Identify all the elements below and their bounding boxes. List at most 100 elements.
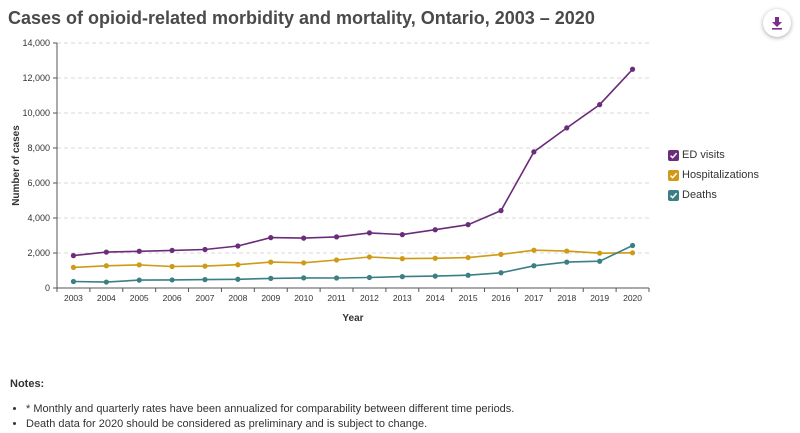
data-point [103,279,109,285]
note-item: * Monthly and quarterly rates have been … [26,402,514,417]
data-point [366,274,373,281]
series-ed-visits [70,66,636,259]
data-point [597,102,603,108]
data-point [268,259,274,265]
data-point [399,232,405,238]
x-tick-label: 2016 [492,293,511,303]
data-point [70,278,77,285]
data-point [531,263,537,269]
y-tick-label: 8,000 [27,143,50,153]
x-tick-label: 2011 [327,293,346,303]
download-button[interactable] [763,9,791,37]
y-tick-label: 2,000 [27,248,50,258]
data-point [103,263,109,269]
data-point [169,247,175,253]
data-point [399,274,405,280]
data-point [432,255,438,261]
x-tick-label: 2014 [426,293,445,303]
data-point [301,260,307,266]
data-point [465,254,471,261]
data-point [597,258,603,264]
y-tick-label: 0 [45,283,50,293]
x-tick-label: 2010 [294,293,313,303]
data-point [301,235,307,241]
x-tick-label: 2013 [393,293,412,303]
data-point [333,275,340,281]
data-point [498,251,504,257]
data-point [333,234,340,240]
data-point [432,273,438,279]
checkbox-icon[interactable] [668,189,679,201]
series-hospitalizations [70,247,636,270]
x-tick-label: 2009 [261,293,280,303]
notes-section: Notes: * Monthly and quarterly rates hav… [10,378,514,432]
x-tick-label: 2004 [97,293,116,303]
data-point [235,243,241,249]
data-point [465,222,471,228]
series-line [73,244,633,283]
data-point [432,227,438,233]
series-line [73,68,634,257]
x-tick-label: 2005 [130,293,149,303]
x-tick-label: 2019 [590,293,609,303]
series-lines [70,66,636,285]
data-point [202,277,208,283]
y-tick-label: 6,000 [27,178,50,188]
download-icon [772,17,782,30]
data-point [136,248,142,254]
axes: 0 2,000 4,000 6,000 8,000 10,000 12,000 14,000 2… [11,38,650,324]
data-point [70,264,77,270]
y-axis-label: Number of cases [11,125,22,206]
data-point [333,257,340,263]
data-point [268,275,274,281]
x-axis-label: Year [342,313,363,324]
data-point [301,275,307,281]
data-point [531,149,537,155]
x-tick-label: 2020 [623,293,642,303]
data-point [235,276,241,282]
x-tick-label: 2012 [360,293,379,303]
data-point [366,230,373,236]
data-point [629,66,636,72]
x-tick-label: 2017 [524,293,543,303]
y-tick-label: 4,000 [27,213,50,223]
data-point [564,259,570,265]
data-point [268,235,274,241]
data-point [498,208,504,214]
x-tick-label: 2018 [557,293,576,303]
data-point [103,249,109,255]
data-point [169,277,175,283]
legend-item[interactable]: ED visits [668,148,759,162]
checkbox-icon[interactable] [668,149,679,161]
data-point [399,256,405,262]
legend: ED visits Hospitalizations Deaths [668,148,759,202]
legend-item[interactable]: Deaths [668,188,759,202]
data-point [597,250,603,256]
gridlines [57,42,649,254]
data-point [202,263,208,269]
y-tick-label: 10,000 [22,108,50,118]
x-tick-label: 2007 [196,293,215,303]
data-point [564,125,570,131]
data-point [235,262,241,268]
legend-label: ED visits [682,149,725,161]
line-chart: 0 2,000 4,000 6,000 8,000 10,000 12,000 14,000 2… [11,38,650,324]
y-tick-label: 12,000 [22,73,50,83]
notes-heading: Notes: [10,378,45,390]
notes-list: * Monthly and quarterly rates have been … [10,402,514,432]
series-line [73,249,633,269]
x-tick-label: 2006 [163,293,182,303]
x-tick-label: 2008 [228,293,247,303]
data-point [564,248,570,254]
data-point [136,277,142,283]
data-point [465,272,471,278]
data-point [136,262,142,268]
checkbox-icon[interactable] [668,169,679,181]
data-point [70,253,77,259]
series-deaths [70,242,636,285]
data-point [531,247,537,253]
legend-label: Hospitalizations [682,169,760,181]
legend-item[interactable]: Hospitalizations [668,168,759,182]
data-point [366,254,373,260]
data-point [629,242,636,249]
